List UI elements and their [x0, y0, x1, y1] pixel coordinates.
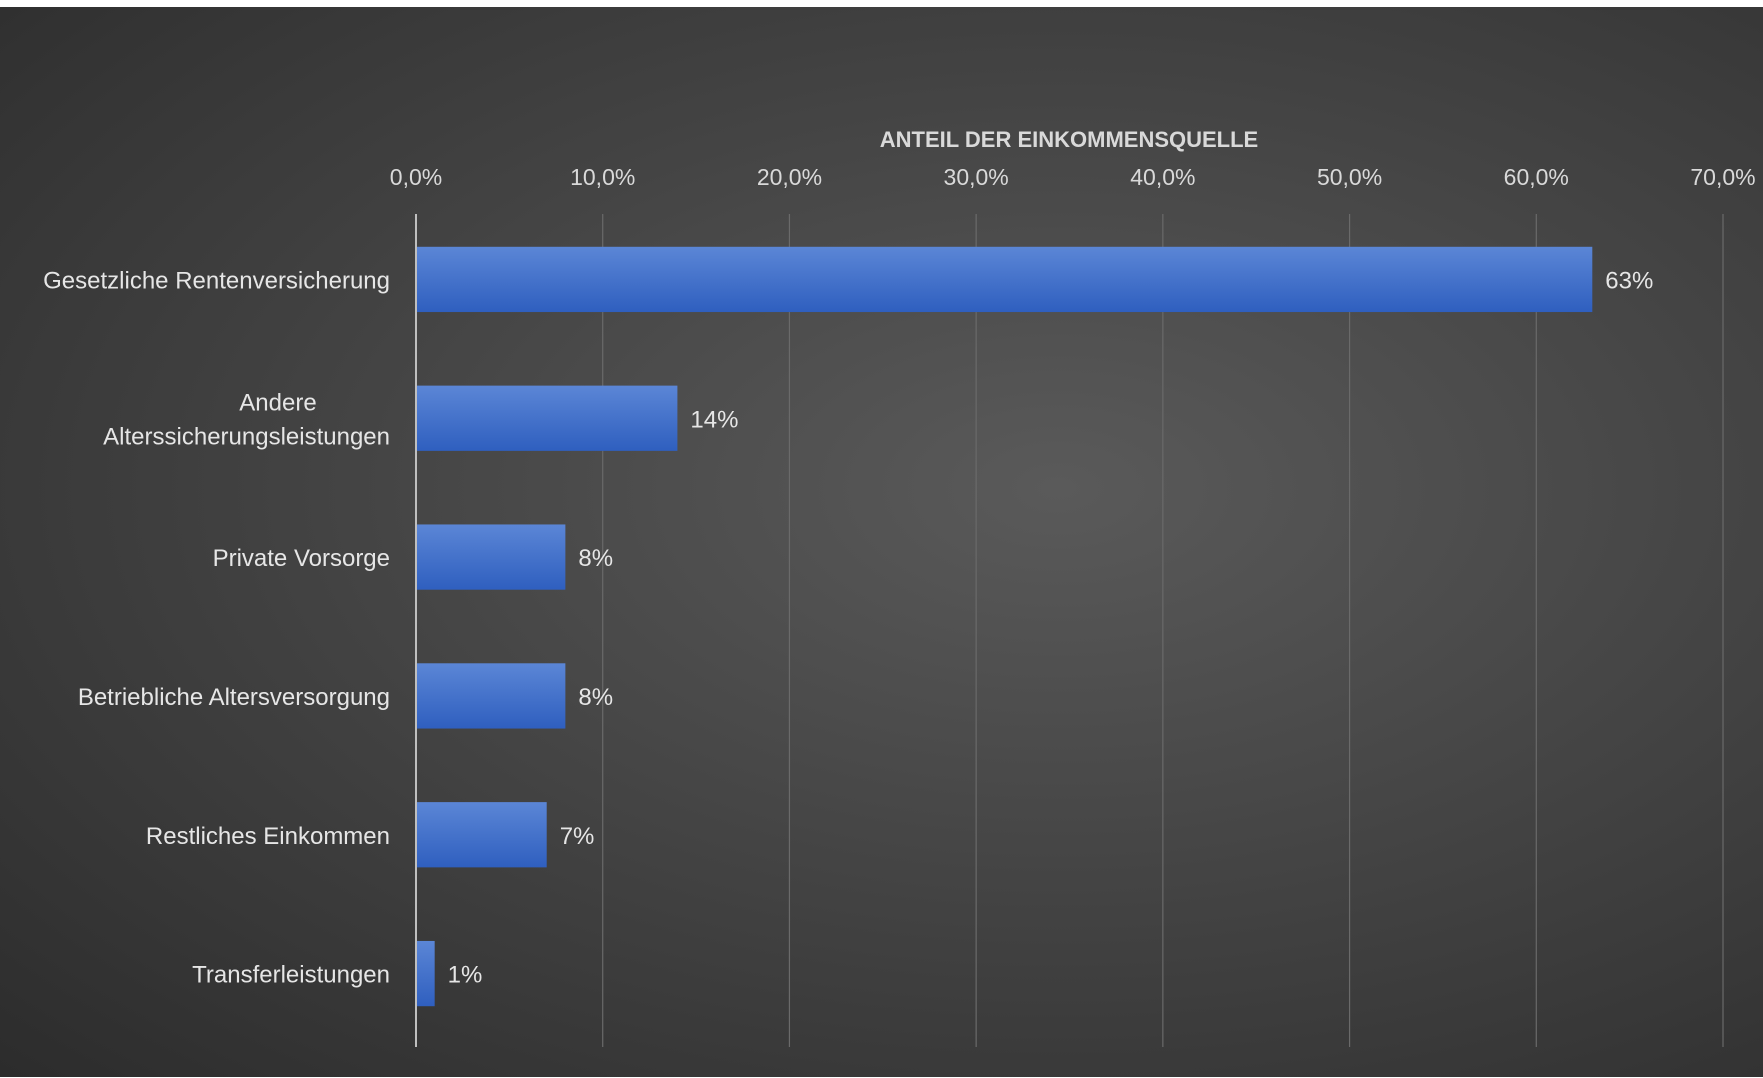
category-label: Andere Alterssicherungsleistungen — [103, 389, 390, 450]
bar — [416, 940, 435, 1007]
data-label: 8% — [578, 545, 613, 572]
bars — [416, 246, 1593, 1007]
x-tick-label: 50,0% — [1317, 164, 1382, 190]
x-tick-label: 60,0% — [1504, 164, 1569, 190]
x-axis-ticks: 0,0% 10,0% 20,0% 30,0% 40,0% 50,0% 60,0% 70,0% — [390, 164, 1756, 190]
chart-area: ANTEIL DER EINKOMMENSQUELLE 0,0% 10,0% 20,… — [0, 7, 1763, 1077]
category-label: Restliches Einkommen — [146, 823, 390, 850]
data-labels: 63% 14% 8% 8% 7% 1% — [448, 267, 1654, 988]
bar — [416, 385, 678, 451]
bar — [416, 802, 547, 868]
bar — [416, 663, 566, 729]
x-tick-label: 0,0% — [390, 164, 442, 190]
x-tick-label: 30,0% — [944, 164, 1009, 190]
x-tick-label: 10,0% — [570, 164, 635, 190]
data-label: 1% — [448, 962, 483, 989]
data-label: 14% — [690, 406, 738, 433]
data-label: 7% — [560, 823, 595, 850]
x-tick-label: 20,0% — [757, 164, 822, 190]
x-tick-label: 40,0% — [1130, 164, 1195, 190]
category-label: Gesetzliche Rentenversicherung — [43, 267, 390, 294]
gridlines — [602, 214, 1724, 1047]
data-label: 8% — [578, 684, 613, 711]
x-axis-title: ANTEIL DER EINKOMMENSQUELLE — [880, 127, 1259, 152]
category-labels: Gesetzliche Rentenversicherung Andere Alte… — [43, 267, 390, 988]
x-tick-label: 70,0% — [1690, 164, 1755, 190]
category-label: Private Vorsorge — [213, 545, 390, 572]
bar — [416, 524, 566, 590]
bar-chart: ANTEIL DER EINKOMMENSQUELLE 0,0% 10,0% 20,… — [43, 127, 1756, 1047]
category-label: Transferleistungen — [192, 962, 390, 989]
data-label: 63% — [1605, 267, 1653, 294]
bar — [416, 246, 1593, 313]
category-label: Betriebliche Altersversorgung — [78, 684, 390, 711]
